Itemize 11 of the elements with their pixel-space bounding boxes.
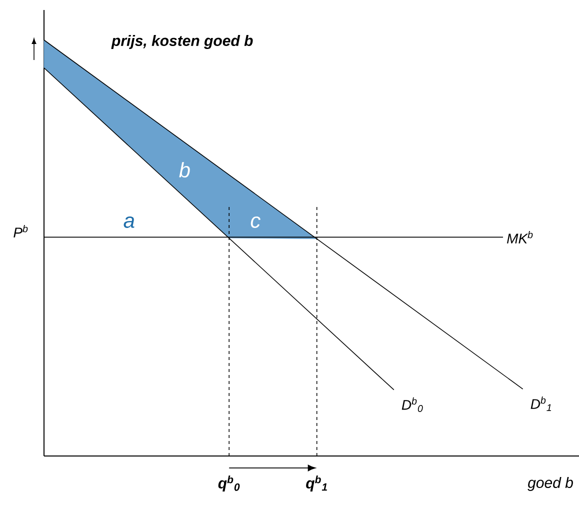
- series-label: MK$^{b}$: [506, 231, 533, 244]
- annotation: c: [250, 216, 260, 228]
- x-tick-label: q$^{b}$1: [306, 476, 327, 492]
- x-tick-label: q$^{b}$0: [218, 476, 240, 492]
- y-axis-title: prijs, kosten goed b: [111, 35, 253, 49]
- annotation: P$^{b}$: [14, 225, 28, 238]
- series-label: D$^{b}$0: [402, 397, 423, 412]
- annotation: b: [179, 162, 190, 178]
- x-axis-title: goed b: [528, 476, 573, 491]
- annotation: a: [124, 216, 134, 228]
- series-label: D$^{b}$1: [530, 396, 552, 412]
